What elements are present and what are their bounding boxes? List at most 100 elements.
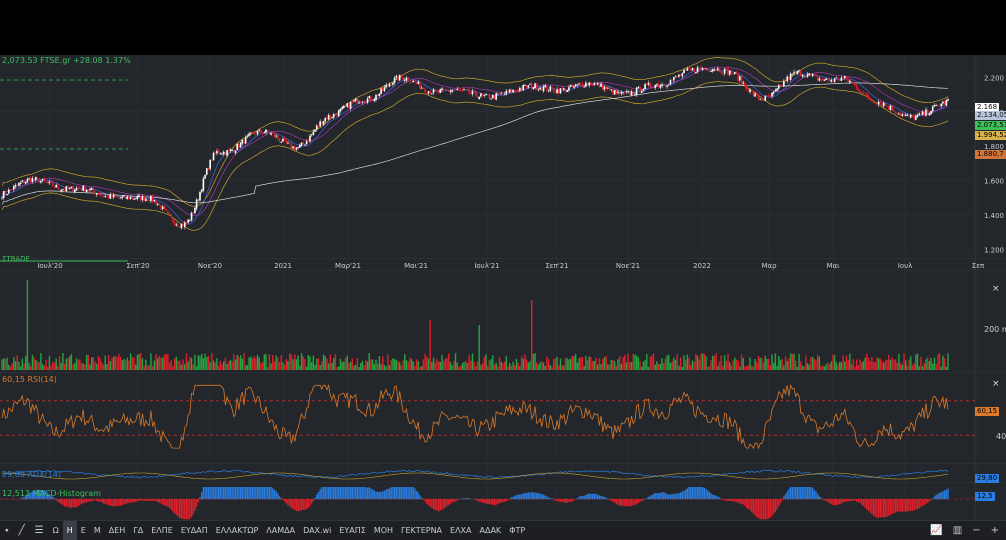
volume-bar: [509, 363, 510, 370]
candle-body: [512, 90, 514, 93]
toolbar-tab[interactable]: ΕΛΛΑΚΤΩΡ: [212, 521, 263, 540]
candle-body: [140, 196, 142, 200]
chart-canvas[interactable]: 2.2002.0001.8001.6001.4001.200Ιουλ'20Σεπ…: [0, 55, 1006, 520]
volume-bar: [8, 365, 9, 370]
candle-body: [477, 96, 479, 98]
macd-bar: [946, 490, 947, 499]
toolbar-tab[interactable]: ΔΕΗ: [105, 521, 130, 540]
volume-bar: [602, 359, 603, 370]
volume-bar: [825, 364, 826, 370]
macd-bar: [357, 487, 358, 499]
macd-bar: [218, 487, 219, 499]
cursor-icon[interactable]: ⬩: [0, 521, 14, 540]
toolbar-tab[interactable]: ΓΔ: [129, 521, 147, 540]
candle-body: [103, 196, 105, 197]
candle-body: [169, 213, 171, 215]
toolbar-tab[interactable]: ΕΛΠΕ: [147, 521, 177, 540]
indicator-icon[interactable]: ▥: [948, 521, 967, 540]
volume-bar: [737, 361, 738, 370]
macd-bar: [795, 487, 796, 499]
candle-body: [414, 81, 416, 83]
macd-bar: [707, 490, 708, 499]
candle-body: [634, 94, 636, 95]
volume-bar: [414, 366, 415, 370]
candle-body: [194, 208, 196, 214]
volume-bar: [775, 353, 776, 370]
candle-body: [878, 102, 880, 105]
volume-bar: [125, 361, 126, 370]
rsi-close-button[interactable]: ×: [992, 379, 1000, 389]
candle-body: [20, 182, 22, 183]
volume-bar: [883, 363, 884, 370]
macd-bar: [573, 499, 574, 500]
draw-line-icon[interactable]: ╱: [14, 521, 30, 540]
candle-body: [614, 90, 616, 95]
volume-bar: [643, 362, 644, 370]
volume-bar: [355, 364, 356, 370]
macd-bar: [490, 499, 491, 504]
candle-body: [38, 178, 40, 182]
zoom-in-icon[interactable]: +: [986, 521, 1004, 540]
volume-bar: [306, 367, 307, 370]
candle-body: [116, 196, 118, 197]
toolbar-tab[interactable]: ΕΛΧΑ: [446, 521, 475, 540]
volume-bar: [495, 363, 496, 370]
volume-bar: [795, 361, 796, 370]
macd-bar: [255, 487, 256, 499]
toolbar-tab[interactable]: ΓΕΚΤΕΡΝΑ: [397, 521, 446, 540]
volume-bar: [788, 358, 789, 370]
candle-body: [345, 105, 347, 106]
toolbar-tab[interactable]: DAX.wi: [299, 521, 335, 540]
volume-bar: [851, 364, 852, 370]
macd-bar: [563, 499, 564, 502]
candle-body: [482, 93, 484, 95]
volume-bar: [352, 359, 353, 370]
candle-body: [702, 68, 704, 70]
toolbar-tab[interactable]: ΜΟΗ: [370, 521, 397, 540]
macd-bar: [636, 499, 637, 504]
toolbar-tab[interactable]: ΦΤΡ: [505, 521, 529, 540]
toolbar-tab[interactable]: Ε: [77, 521, 90, 540]
volume-bar: [110, 361, 111, 370]
macd-bar: [301, 499, 302, 510]
volume-bar: [296, 359, 297, 370]
macd-bar: [585, 495, 586, 499]
volume-bar: [325, 356, 326, 370]
candle-body: [199, 192, 201, 201]
volume-bar: [922, 366, 923, 370]
zoom-out-icon[interactable]: −: [967, 521, 985, 540]
volume-close-button[interactable]: ×: [992, 284, 1000, 294]
toolbar-tab[interactable]: ΕΥΔΑΠ: [177, 521, 212, 540]
candle-body: [727, 68, 729, 75]
macd-bar: [793, 487, 794, 499]
macd-bar: [226, 487, 227, 499]
volume-bar: [942, 356, 943, 370]
candle-body: [436, 90, 438, 91]
volume-bar: [118, 354, 119, 370]
candle-body: [556, 90, 558, 94]
toolbar-tab[interactable]: ΕΥΑΠΣ: [335, 521, 369, 540]
volume-bar: [516, 359, 517, 370]
candle-body: [126, 197, 128, 200]
toolbar-tab[interactable]: Μ: [90, 521, 105, 540]
toolbar-tab[interactable]: ΑΔΑΚ: [476, 521, 506, 540]
candle-body: [66, 186, 68, 191]
volume-bar: [363, 365, 364, 370]
macd-bar: [709, 492, 710, 499]
menu-icon[interactable]: ☰: [30, 521, 49, 540]
macd-bar: [455, 499, 456, 501]
chart-type-icon[interactable]: 📈: [925, 521, 947, 540]
macd-bar: [685, 490, 686, 500]
volume-bar: [721, 355, 722, 370]
candle-body: [25, 182, 27, 184]
macd-bar: [135, 499, 136, 502]
macd-bar: [893, 499, 894, 513]
volume-bar: [888, 355, 889, 370]
toolbar-tab[interactable]: ΛΑΜΔΑ: [262, 521, 299, 540]
toolbar-tab[interactable]: Ω: [49, 521, 63, 540]
toolbar-tab[interactable]: Η: [63, 521, 77, 540]
volume-bar: [57, 366, 58, 370]
macd-bar: [528, 493, 529, 500]
macd-bar: [641, 499, 642, 501]
volume-bar: [292, 359, 293, 370]
